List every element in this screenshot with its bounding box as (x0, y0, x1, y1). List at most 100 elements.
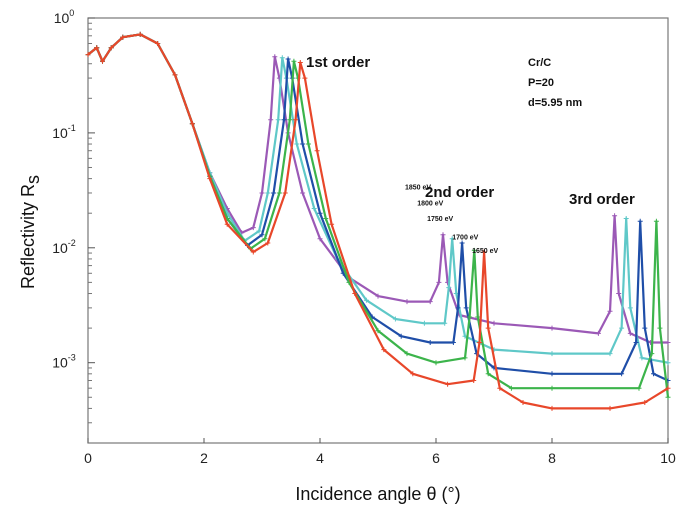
data-point (421, 320, 427, 326)
data-point (85, 52, 91, 58)
data-point (250, 225, 256, 231)
data-point (549, 351, 555, 357)
data-point (462, 355, 468, 361)
data-point (471, 378, 477, 383)
data-point (404, 299, 410, 305)
info-line-1: Cr/C (528, 57, 551, 69)
data-point (665, 340, 671, 345)
plot-frame (87, 17, 669, 444)
data-point (259, 190, 265, 196)
data-point (189, 121, 195, 127)
data-point (291, 58, 297, 64)
data-point (262, 236, 268, 242)
data-point (637, 218, 643, 224)
data-point (485, 371, 491, 377)
first-order-label: 1st order (306, 54, 370, 71)
data-point (100, 58, 105, 64)
data-point (627, 330, 633, 336)
x-tick-label: 10 (660, 450, 676, 466)
data-point (653, 218, 659, 224)
data-point (651, 371, 656, 377)
data-point (665, 360, 671, 366)
data-point (619, 325, 625, 331)
data-point (94, 45, 100, 51)
data-point (271, 190, 277, 196)
data-point (477, 340, 482, 345)
data-point (549, 371, 555, 377)
data-point (467, 314, 473, 320)
data-point (352, 291, 358, 296)
data-point (381, 347, 387, 353)
peak-label: 1650 eV (472, 248, 498, 255)
peak-label: 1750 eV (427, 216, 453, 223)
data-point (375, 328, 381, 334)
data-point (607, 308, 613, 314)
data-point (297, 60, 303, 65)
data-point (120, 34, 126, 40)
data-point (272, 54, 278, 60)
data-point (281, 117, 287, 123)
data-point (275, 117, 281, 123)
y-tick-label: 10-2 (52, 238, 76, 256)
data-point (642, 325, 648, 331)
data-point (427, 340, 433, 345)
data-point (445, 381, 451, 387)
y-tick-label: 10-1 (52, 123, 76, 141)
data-point (256, 228, 262, 234)
series-layer (85, 31, 671, 411)
series-1650-ev (85, 31, 671, 411)
data-point (433, 360, 439, 366)
data-point (623, 216, 629, 221)
data-point (612, 213, 618, 219)
data-point (427, 299, 433, 305)
data-point (282, 190, 288, 196)
data-point (363, 297, 369, 303)
data-point (607, 351, 613, 357)
data-point (279, 55, 285, 61)
data-point (657, 325, 663, 331)
data-point (549, 325, 555, 331)
data-point (276, 190, 282, 196)
data-point (616, 291, 622, 296)
data-point (481, 249, 487, 255)
data-point (250, 249, 256, 255)
data-point (259, 232, 265, 238)
data-point (305, 141, 311, 147)
x-tick-label: 8 (548, 450, 556, 466)
data-point (375, 293, 381, 299)
y-axis-label: Reflectivity Rs (18, 175, 43, 289)
data-point (436, 279, 442, 285)
data-point (665, 385, 671, 391)
data-point (642, 400, 648, 405)
data-point (440, 232, 446, 238)
y-axis-ticks: 100 10-1 10-2 10-3 (52, 8, 95, 444)
info-line-2: P=20 (528, 77, 554, 89)
data-point (108, 45, 114, 51)
data-point (207, 176, 213, 182)
data-point (293, 117, 299, 123)
data-point (446, 285, 452, 291)
data-point (475, 314, 481, 320)
data-point (442, 320, 448, 326)
data-point (404, 351, 410, 357)
data-point (314, 148, 320, 154)
data-point (392, 316, 398, 322)
data-point (497, 385, 503, 391)
data-point (300, 190, 306, 196)
peak-labels: 1850 eV 1800 eV 1750 eV 1700 eV 1650 eV (405, 185, 499, 255)
data-point (300, 141, 306, 147)
x-tick-label: 0 (84, 450, 92, 466)
data-point (549, 385, 555, 391)
data-point (649, 351, 655, 357)
y-axis-label-group: Reflectivity Rs (18, 175, 43, 289)
x-tick-label: 2 (200, 450, 208, 466)
data-point (268, 117, 274, 123)
data-point (491, 320, 497, 326)
data-point (455, 305, 461, 311)
data-point (224, 221, 230, 227)
peak-label: 1850 eV (405, 185, 431, 192)
data-point (410, 371, 416, 377)
data-point (508, 385, 514, 391)
second-order-label: 2nd order (425, 184, 494, 201)
